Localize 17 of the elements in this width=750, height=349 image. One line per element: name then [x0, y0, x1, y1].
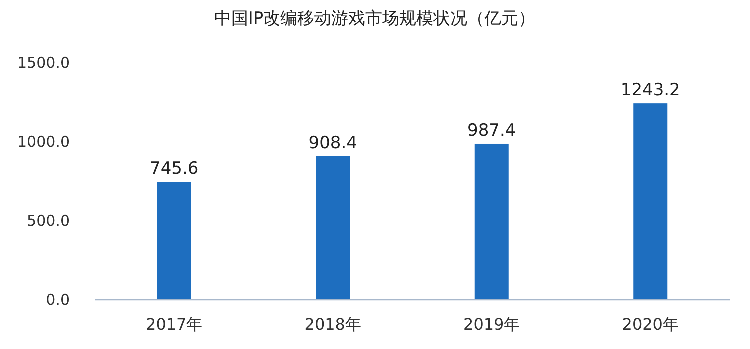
data-label: 987.4 [468, 120, 516, 141]
bar [634, 104, 668, 300]
bar [157, 182, 192, 300]
bar [316, 156, 350, 300]
x-tick-label: 2017年 [146, 315, 203, 334]
chart-title: 中国IP改编移动游戏市场规模状况（亿元） [214, 9, 536, 29]
data-label: 908.4 [308, 133, 358, 154]
x-tick-label: 2019年 [464, 315, 520, 334]
y-tick-label: 500.0 [27, 212, 70, 230]
data-label: 745.6 [150, 159, 199, 180]
x-tick-label: 2020年 [622, 315, 679, 334]
data-label: 1243.2 [620, 80, 680, 101]
y-tick-label: 1000.0 [18, 133, 70, 151]
y-tick-label: 0.0 [46, 291, 70, 309]
y-tick-label: 1500.0 [18, 54, 70, 72]
x-tick-label: 2018年 [304, 315, 362, 334]
bar [474, 144, 509, 300]
